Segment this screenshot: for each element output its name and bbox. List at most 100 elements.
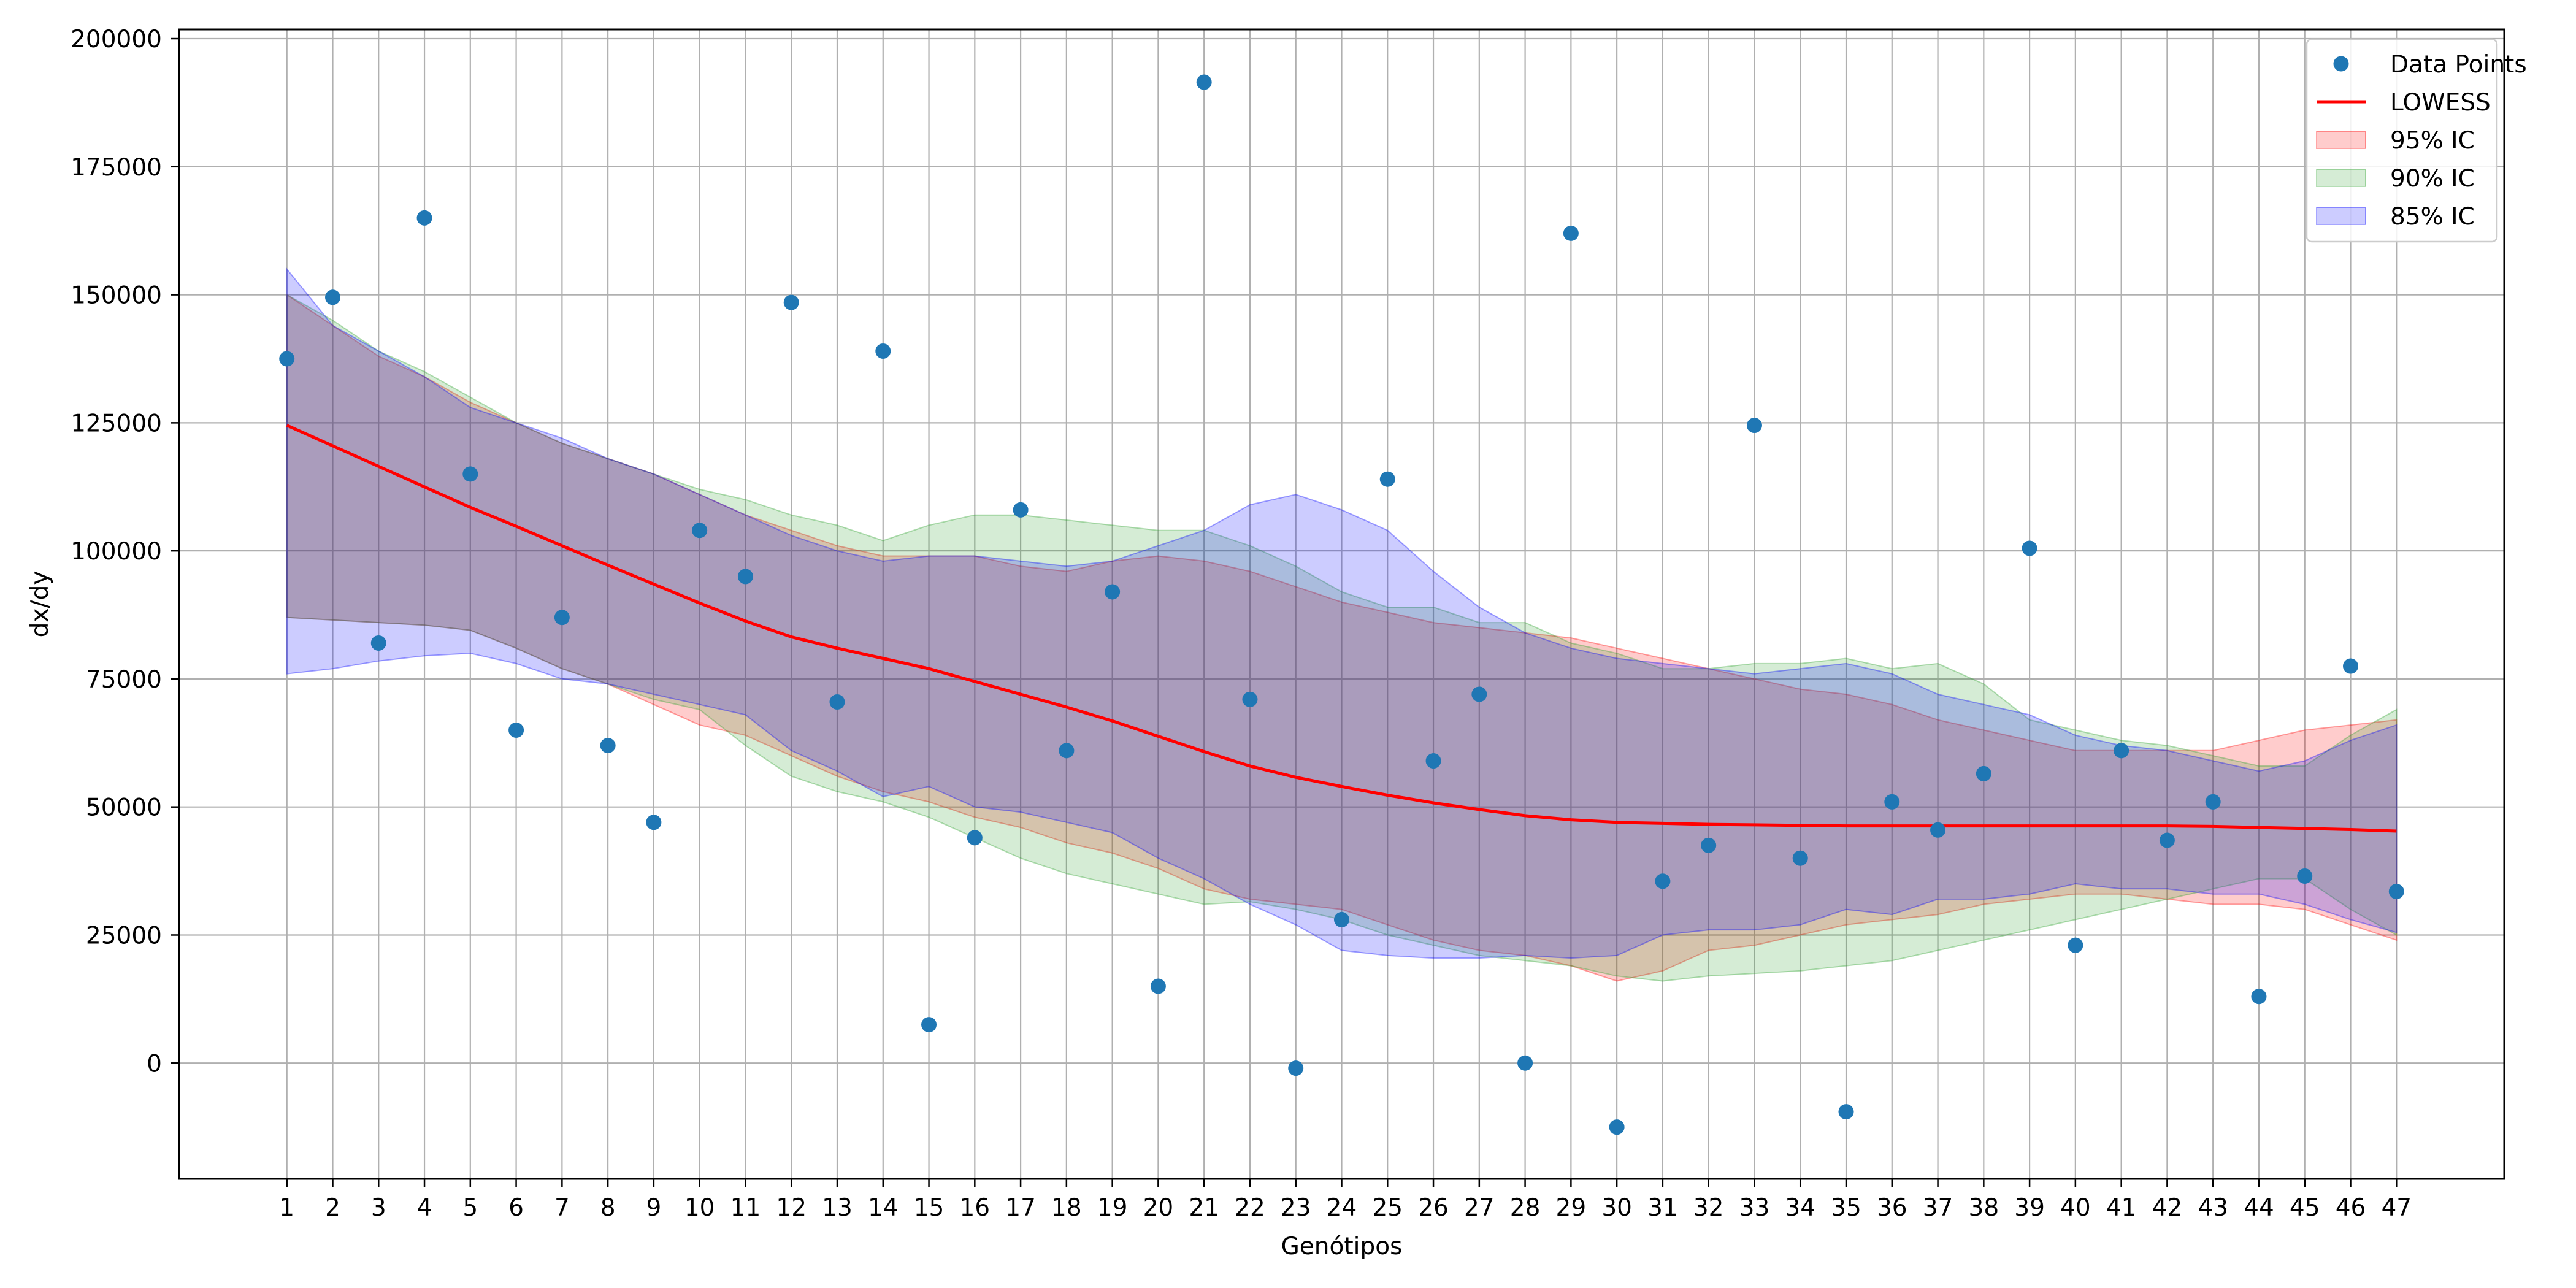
legend-label: 95% IC xyxy=(2390,127,2475,155)
data-point xyxy=(737,569,753,585)
y-tick-label: 50000 xyxy=(86,794,162,822)
data-point xyxy=(1059,743,1075,759)
x-tick-label: 8 xyxy=(600,1194,616,1222)
data-point xyxy=(1196,74,1212,90)
x-tick-label: 16 xyxy=(959,1194,990,1222)
x-tick-label: 39 xyxy=(2014,1194,2045,1222)
x-tick-label: 46 xyxy=(2336,1194,2366,1222)
band-85ic xyxy=(286,267,2398,959)
data-point xyxy=(829,694,845,710)
data-point xyxy=(416,210,432,226)
x-tick-label: 4 xyxy=(417,1194,432,1222)
data-point xyxy=(2343,658,2359,674)
data-point xyxy=(1288,1060,1304,1076)
y-tick-label: 25000 xyxy=(86,922,162,949)
x-tick-label: 30 xyxy=(1601,1194,1632,1222)
x-tick-label: 14 xyxy=(868,1194,899,1222)
y-axis-title: dx/dy xyxy=(26,571,54,638)
data-point xyxy=(1425,753,1441,769)
y-tick-label: 0 xyxy=(147,1050,162,1078)
x-tick-label: 29 xyxy=(1556,1194,1587,1222)
x-tick-label: 33 xyxy=(1739,1194,1770,1222)
x-tick-label: 36 xyxy=(1877,1194,1907,1222)
legend-box xyxy=(2306,38,2498,243)
legend-label: 85% IC xyxy=(2390,203,2475,231)
x-tick-label: 27 xyxy=(1464,1194,1495,1222)
x-tick-label: 15 xyxy=(914,1194,945,1222)
data-point xyxy=(875,343,891,359)
data-point xyxy=(1471,686,1487,702)
confidence-bands xyxy=(286,267,2398,982)
legend-marker xyxy=(2333,56,2349,72)
legend: Data Points LOWESS 95% IC 90% IC 85% IC xyxy=(2306,38,2527,243)
y-tick-label: 175000 xyxy=(71,154,162,182)
data-point xyxy=(2068,937,2083,953)
data-point xyxy=(2159,832,2175,848)
x-tick-label: 22 xyxy=(1235,1194,1265,1222)
data-point xyxy=(370,635,386,651)
y-tick-label: 100000 xyxy=(71,538,162,565)
y-tick-label: 150000 xyxy=(71,282,162,310)
data-point xyxy=(2297,868,2313,884)
x-tick-label: 6 xyxy=(508,1194,524,1222)
x-tick-label: 9 xyxy=(646,1194,661,1222)
data-point xyxy=(2022,540,2037,556)
lowess-layer xyxy=(286,424,2397,833)
data-point xyxy=(1976,765,1991,781)
data-point xyxy=(1930,822,1946,838)
x-tick-label: 35 xyxy=(1831,1194,1861,1222)
data-point xyxy=(324,289,340,305)
x-tick-label: 37 xyxy=(1923,1194,1953,1222)
data-point xyxy=(508,722,524,738)
data-point xyxy=(1105,584,1121,600)
data-point xyxy=(692,523,708,539)
x-tick-label: 24 xyxy=(1327,1194,1357,1222)
data-point xyxy=(1701,837,1717,853)
data-point xyxy=(646,815,662,830)
data-points xyxy=(279,74,2404,1135)
band-90ic xyxy=(286,293,2398,982)
x-tick-label: 17 xyxy=(1005,1194,1036,1222)
x-axis-title: Genótipos xyxy=(1281,1233,1403,1260)
y-tick-label: 200000 xyxy=(71,26,162,53)
x-tick-label: 2 xyxy=(325,1194,340,1222)
data-point xyxy=(1150,978,1166,994)
x-tick-label: 12 xyxy=(776,1194,807,1222)
data-point xyxy=(921,1017,937,1033)
x-tick-label: 20 xyxy=(1143,1194,1174,1222)
legend-label: LOWESS xyxy=(2390,89,2491,117)
x-tick-label: 19 xyxy=(1097,1194,1128,1222)
legend-label: 90% IC xyxy=(2390,165,2475,193)
lowess-line xyxy=(286,424,2397,833)
legend-label: Data Points xyxy=(2390,51,2527,79)
data-point xyxy=(1379,471,1395,487)
x-tick-label: 11 xyxy=(730,1194,761,1222)
axis-ticks: 1 2 3 4 5 6 7 8 9 10 11 12 13 14 15 16 17 18 19 20 21 22 23 24 2… xyxy=(71,26,2412,1222)
x-tick-label: 5 xyxy=(462,1194,478,1222)
x-tick-label: 41 xyxy=(2106,1194,2137,1222)
x-tick-label: 43 xyxy=(2198,1194,2228,1222)
x-tick-label: 32 xyxy=(1693,1194,1724,1222)
legend-marker xyxy=(2316,207,2366,225)
legend-marker xyxy=(2316,131,2366,149)
x-tick-label: 3 xyxy=(371,1194,386,1222)
data-point xyxy=(1517,1055,1533,1071)
x-tick-label: 23 xyxy=(1281,1194,1311,1222)
data-point xyxy=(600,737,616,753)
data-point xyxy=(1838,1104,1854,1120)
x-tick-label: 18 xyxy=(1051,1194,1082,1222)
x-tick-label: 26 xyxy=(1418,1194,1449,1222)
data-point xyxy=(462,466,478,482)
data-point xyxy=(2251,989,2267,1005)
y-tick-label: 125000 xyxy=(71,410,162,437)
band-95ic xyxy=(286,293,2398,982)
data-point xyxy=(1609,1119,1625,1135)
y-tick-label: 75000 xyxy=(86,666,162,694)
x-tick-label: 31 xyxy=(1647,1194,1678,1222)
data-point xyxy=(1746,418,1762,434)
data-point xyxy=(2114,743,2129,759)
data-point xyxy=(1792,850,1808,866)
data-point xyxy=(1334,911,1349,927)
